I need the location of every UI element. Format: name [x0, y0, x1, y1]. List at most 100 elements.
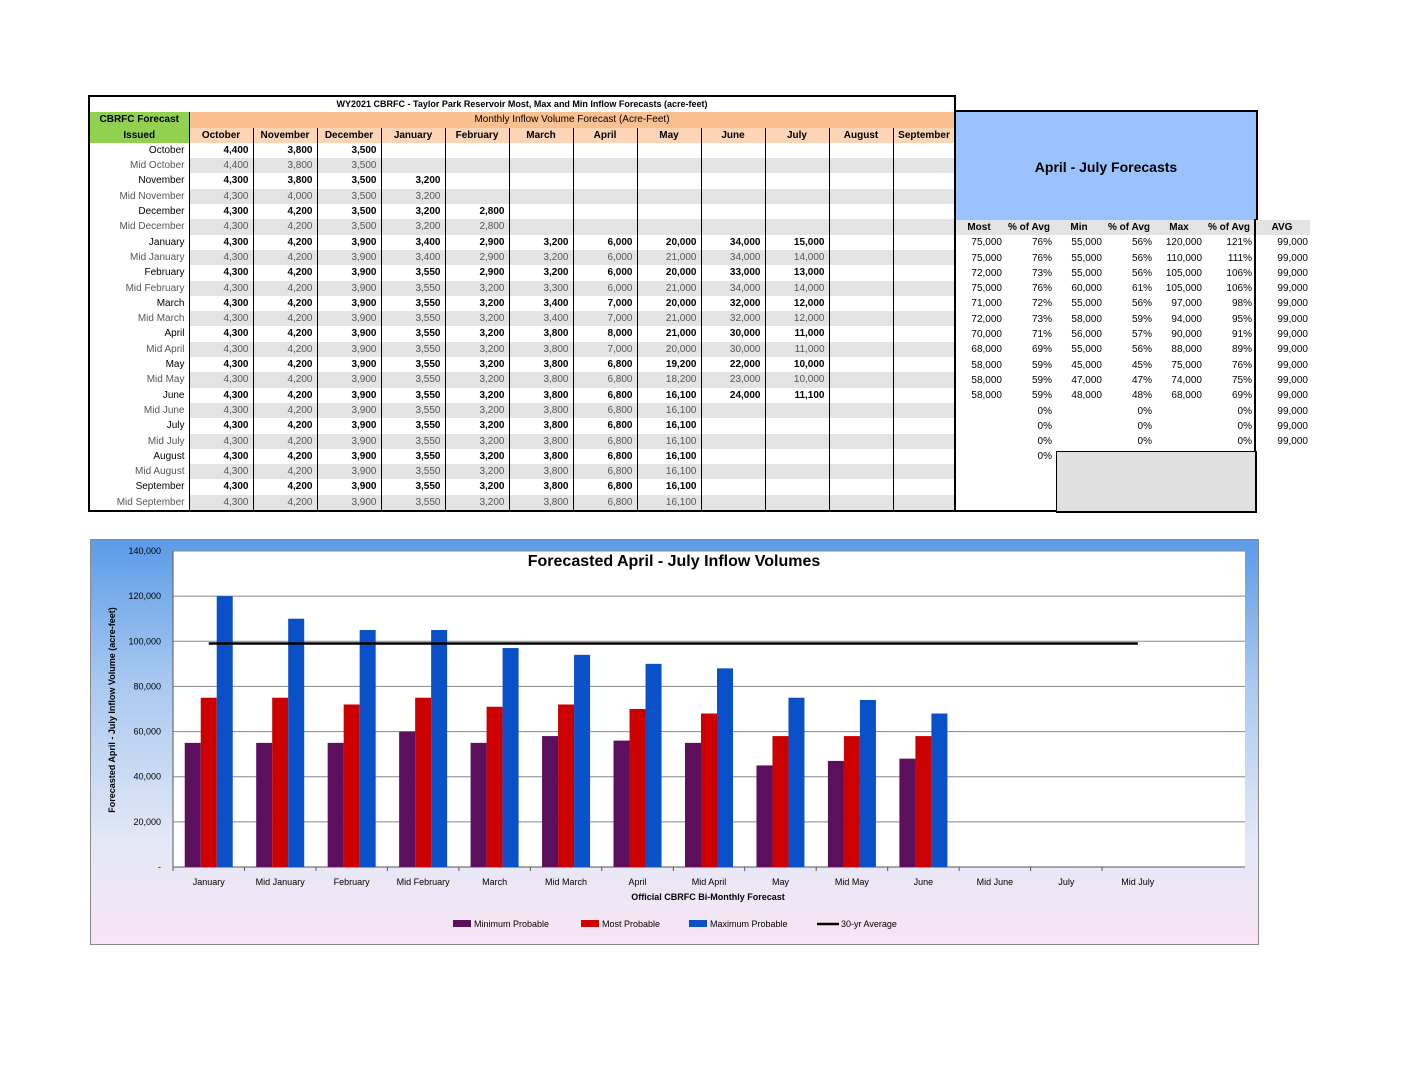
forecast-cell: 4,300 — [189, 326, 254, 342]
table-row: March 4,300 4,200 3,900 3,550 3,200 3,400 7,000… — [88, 295, 956, 312]
forecast-cell: 3,200 — [445, 479, 510, 495]
forecast-cell — [893, 219, 956, 235]
forecast-cell: 3,800 — [509, 418, 574, 434]
forecast-cell — [765, 173, 830, 189]
forecast-cell — [765, 188, 830, 205]
forecast-cell: 3,800 — [253, 142, 318, 159]
forecast-cell — [893, 311, 956, 327]
forecast-cell: 3,200 — [445, 464, 510, 480]
issued-cell: Mid November — [88, 188, 190, 205]
forecast-cell: 4,300 — [189, 372, 254, 388]
y-tick-label: 100,000 — [128, 636, 161, 646]
forecast-cell: 32,000 — [701, 311, 766, 327]
side-cell: 58,000 — [971, 359, 1002, 371]
forecast-cell: 3,200 — [445, 372, 510, 388]
forecast-cell — [573, 158, 638, 174]
side-cell: 99,000 — [1277, 390, 1308, 402]
month-header-december: December — [317, 127, 382, 143]
forecast-cell: 12,000 — [765, 311, 830, 327]
forecast-cell — [893, 387, 956, 403]
forecast-cell: 33,000 — [701, 265, 766, 281]
forecast-cell: 3,550 — [381, 433, 446, 449]
forecast-cell — [829, 448, 894, 465]
forecast-cell: 3,550 — [381, 280, 446, 296]
forecast-cell: 4,200 — [253, 341, 318, 358]
inflow-chart-svg: - 20,000 40,000 60,000 80,000 100,000 120,000 1… — [107, 546, 1245, 929]
forecast-cell: 3,800 — [509, 341, 574, 358]
issued-cell: August — [88, 448, 190, 465]
forecast-cell — [637, 173, 702, 189]
side-cell: 0% — [1237, 420, 1252, 432]
table-row: July 4,300 4,200 3,900 3,550 3,200 3,800 6,800 1… — [88, 418, 956, 434]
x-tick-label: February — [334, 877, 371, 887]
bar-most-probable — [843, 736, 860, 867]
bar-most-probable — [629, 709, 646, 867]
forecast-cell: 4,200 — [253, 357, 318, 373]
forecast-cell: 32,000 — [701, 295, 766, 312]
forecast-cell: 6,800 — [573, 494, 638, 513]
forecast-cell — [893, 341, 956, 358]
month-header-august: August — [829, 127, 894, 143]
april-july-forecast-table: Most% of Avg Min% of Avg Max% of Avg AVG 75,… — [954, 220, 1310, 465]
side-row: 71,000 72% 55,000 56% 97,000 98% 99,000 — [954, 296, 1310, 311]
forecast-cell: 4,200 — [253, 448, 318, 465]
x-tick-label: Mid June — [977, 877, 1014, 887]
issued-cell: Mid July — [88, 433, 190, 449]
side-cell: 60,000 — [1071, 283, 1102, 295]
forecast-cell: 3,900 — [317, 295, 382, 312]
forecast-cell: 11,100 — [765, 387, 830, 403]
forecast-cell: 20,000 — [637, 234, 702, 250]
bar-most-probable — [415, 697, 432, 867]
table-row: Mid September 4,300 4,200 3,900 3,550 3,200 3,… — [88, 494, 956, 513]
y-tick-label: 20,000 — [133, 817, 161, 827]
side-cell: 68,000 — [1171, 390, 1202, 402]
forecast-cell: 3,200 — [445, 494, 510, 513]
side-cell: 0% — [1137, 405, 1152, 417]
bar-maximum-probable — [288, 618, 305, 867]
month-header-february: February — [445, 127, 510, 143]
side-cell: 73% — [1031, 313, 1052, 325]
side-cell — [1154, 404, 1204, 419]
side-header-cell: % of Avg — [1004, 220, 1054, 236]
forecast-cell — [445, 142, 510, 159]
forecast-cell — [829, 372, 894, 388]
y-tick-label: 140,000 — [128, 546, 161, 556]
forecast-cell — [829, 219, 894, 235]
forecast-cell: 4,200 — [253, 204, 318, 220]
side-cell: 45% — [1131, 359, 1152, 371]
forecast-cell: 3,550 — [381, 464, 446, 480]
forecast-cell: 4,300 — [189, 249, 254, 266]
table-title: WY2021 CBRFC - Taylor Park Reservoir Mos… — [88, 94, 956, 113]
side-cell: 99,000 — [1277, 283, 1308, 295]
forecast-cell — [701, 448, 766, 465]
bar-maximum-probable — [359, 630, 376, 867]
forecast-cell: 6,800 — [573, 402, 638, 419]
forecast-cell — [893, 204, 956, 220]
month-header-april: April — [573, 127, 638, 143]
forecast-cell: 4,400 — [189, 142, 254, 159]
forecast-cell — [829, 280, 894, 296]
forecast-cell — [829, 158, 894, 174]
side-header-cell: % of Avg — [1104, 220, 1154, 236]
side-empty-panel — [1056, 451, 1257, 513]
side-cell: 97,000 — [1171, 298, 1202, 310]
forecast-cell: 6,800 — [573, 418, 638, 434]
table-row: Mid October 4,400 3,800 3,500 — [88, 158, 956, 174]
bar-most-probable — [343, 704, 360, 867]
side-cell: 45,000 — [1071, 359, 1102, 371]
forecast-cell: 4,300 — [189, 448, 254, 465]
side-cell: 72,000 — [971, 267, 1002, 279]
table-row: June 4,300 4,200 3,900 3,550 3,200 3,800 6,800 1… — [88, 387, 956, 403]
side-cell: 121% — [1226, 237, 1252, 249]
legend-swatch — [453, 920, 471, 927]
forecast-cell — [893, 295, 956, 312]
forecast-cell: 3,500 — [317, 219, 382, 235]
side-cell: 59% — [1031, 374, 1052, 386]
forecast-cell: 18,200 — [637, 372, 702, 388]
side-cell: 111% — [1227, 252, 1252, 264]
inflow-chart: - 20,000 40,000 60,000 80,000 100,000 120,000 1… — [90, 539, 1259, 945]
forecast-cell — [765, 418, 830, 434]
y-tick-label: 40,000 — [133, 772, 161, 782]
forecast-cell: 21,000 — [637, 326, 702, 342]
forecast-cell: 4,000 — [253, 188, 318, 205]
